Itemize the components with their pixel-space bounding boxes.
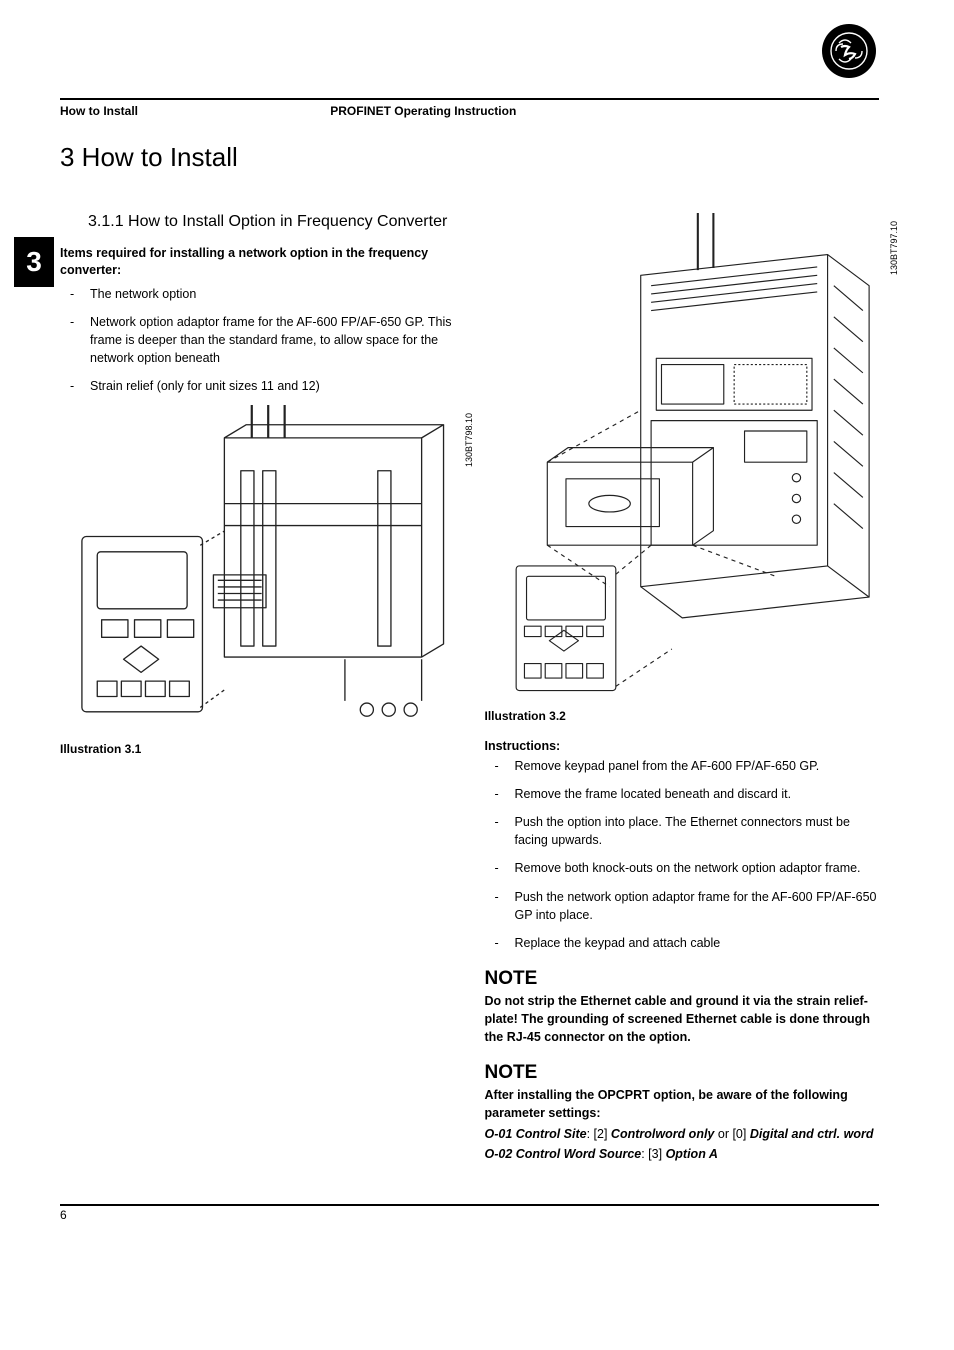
param-value: Digital and ctrl. word — [750, 1127, 874, 1141]
list-item: Remove the frame located beneath and dis… — [515, 785, 880, 803]
note-body: Do not strip the Ethernet cable and grou… — [485, 992, 880, 1046]
param-sep: : [3] — [641, 1147, 665, 1161]
param-or: or [0] — [714, 1127, 749, 1141]
instructions-list: Remove keypad panel from the AF-600 FP/A… — [485, 757, 880, 952]
list-item: Push the option into place. The Ethernet… — [515, 813, 880, 849]
param-name: O-02 Control Word Source — [485, 1147, 642, 1161]
list-item: Network option adaptor frame for the AF-… — [90, 313, 455, 367]
heading-section: 3.1.1 How to Install Option in Frequency… — [88, 213, 455, 231]
list-item: Strain relief (only for unit sizes 11 an… — [90, 377, 455, 395]
illustration-code: 130BT798.10 — [465, 413, 475, 467]
parameter-line: O-01 Control Site: [2] Controlword only … — [485, 1125, 880, 1144]
illustration-3-2: 130BT797.10 — [485, 213, 880, 701]
illustration-code: 130BT797.10 — [889, 221, 899, 275]
instructions-label: Instructions: — [485, 739, 880, 753]
running-head-left: How to Install — [60, 104, 330, 118]
page-number: 6 — [60, 1208, 879, 1222]
brand-logo — [822, 24, 876, 78]
note-heading: NOTE — [485, 1062, 880, 1084]
illustration-3-1: 130BT798.10 — [60, 405, 455, 734]
list-item: Replace the keypad and attach cable — [515, 934, 880, 952]
note-heading: NOTE — [485, 968, 880, 990]
param-name: O-01 Control Site — [485, 1127, 587, 1141]
illustration-caption: Illustration 3.2 — [485, 709, 880, 723]
requirements-list: The network option Network option adapto… — [60, 285, 455, 396]
note-body: After installing the OPCPRT option, be a… — [485, 1086, 880, 1122]
section-number: 3.1.1 — [88, 213, 124, 230]
param-value: Controlword only — [611, 1127, 714, 1141]
chapter-tab: 3 — [14, 237, 54, 287]
param-sep: : [2] — [587, 1127, 611, 1141]
heading-chapter: 3 How to Install — [60, 142, 879, 173]
header-rule — [60, 98, 879, 100]
parameter-line: O-02 Control Word Source: [3] Option A — [485, 1145, 880, 1164]
section-title: How to Install Option in Frequency Conve… — [128, 213, 447, 230]
illustration-caption: Illustration 3.1 — [60, 742, 455, 756]
list-item: Remove keypad panel from the AF-600 FP/A… — [515, 757, 880, 775]
requirements-intro: Items required for installing a network … — [60, 245, 455, 279]
running-head-center: PROFINET Operating Instruction — [330, 104, 608, 118]
list-item: Push the network option adaptor frame fo… — [515, 888, 880, 924]
list-item: Remove both knock-outs on the network op… — [515, 859, 880, 877]
list-item: The network option — [90, 285, 455, 303]
footer-rule — [60, 1204, 879, 1206]
param-value: Option A — [666, 1147, 718, 1161]
